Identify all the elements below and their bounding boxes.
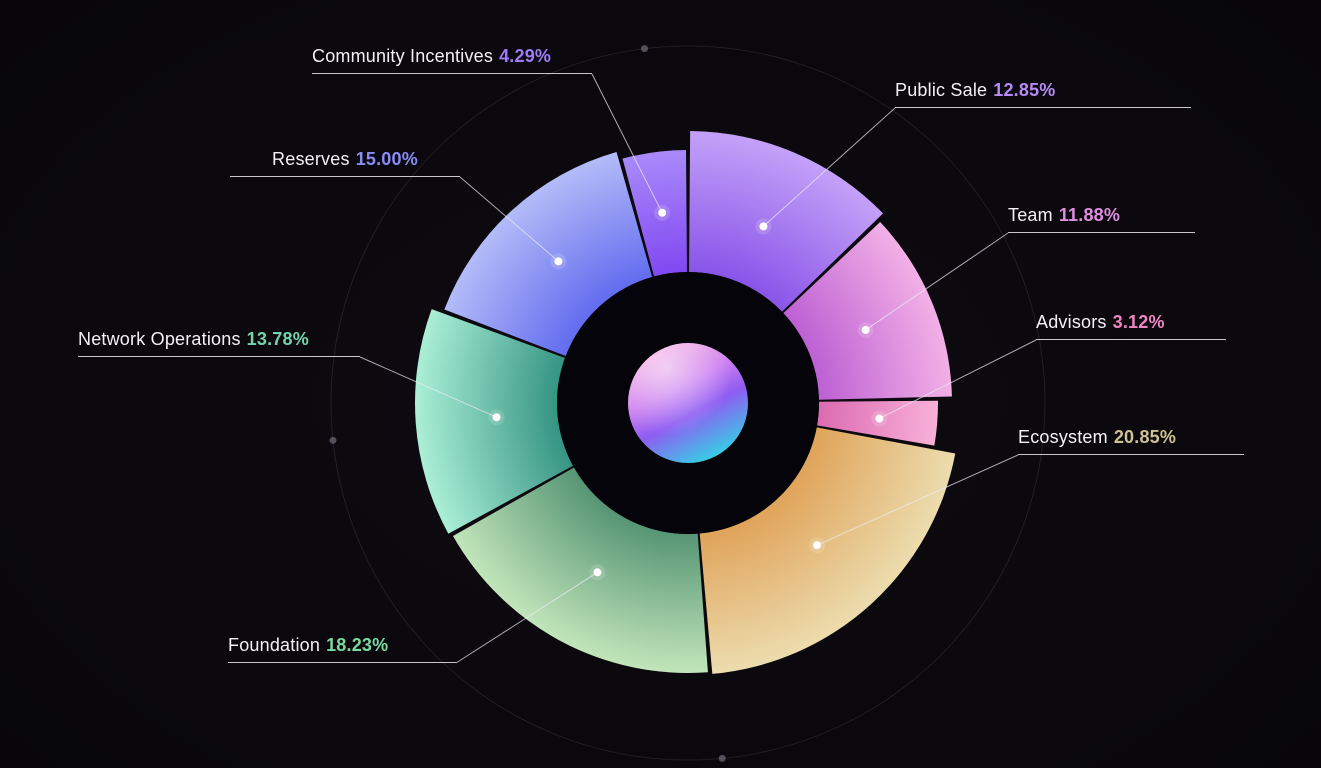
leader-line-public-sale: [763, 107, 896, 227]
label-text: Public Sale: [895, 80, 988, 100]
segment-foundation: [453, 467, 708, 673]
leader-dot-team: [861, 325, 870, 334]
chart-label-network-operations: Network Operations 13.78%: [78, 327, 360, 357]
segment-reserves: [444, 151, 653, 357]
segment-network-operations: [415, 309, 573, 534]
chart-label-foundation: Foundation 18.23%: [228, 633, 456, 663]
leader-dot-advisors: [875, 414, 884, 423]
leader-line-reserves: [459, 176, 559, 262]
label-percent: 18.23%: [326, 635, 389, 655]
label-percent: 12.85%: [993, 80, 1056, 100]
label-text: Foundation: [228, 635, 321, 655]
label-percent: 3.12%: [1112, 312, 1165, 332]
chart-label-community-incentives: Community Incentives 4.29%: [312, 44, 592, 74]
chart-label-advisors: Advisors 3.12%: [1036, 310, 1226, 340]
ring-dot: [329, 436, 337, 444]
leader-line-foundation: [455, 571, 598, 664]
chart-label-public-sale: Public Sale 12.85%: [895, 78, 1191, 108]
label-text: Advisors: [1036, 312, 1107, 332]
segment-ecosystem: [699, 427, 956, 674]
label-percent: 15.00%: [355, 149, 418, 169]
label-percent: 4.29%: [499, 46, 552, 66]
leader-dot-ecosystem: [813, 541, 821, 550]
label-text: Ecosystem: [1018, 427, 1108, 447]
leader-line-ecosystem: [816, 454, 1019, 546]
leader-line-team: [865, 232, 1009, 331]
leader-dot-reserves: [554, 257, 563, 266]
leader-dot-community-incentives: [658, 208, 667, 217]
outer-guide-ring: [330, 45, 1046, 761]
label-percent: 20.85%: [1113, 427, 1177, 447]
leader-dot-foundation: [593, 568, 602, 577]
segment-team: [783, 221, 952, 400]
leader-dot-network-operations: [492, 413, 501, 422]
label-percent: 13.78%: [246, 329, 309, 349]
segment-community-incentives: [622, 150, 687, 277]
segment-public-sale: [689, 131, 884, 312]
center-orb-highlight: [628, 343, 748, 463]
label-percent: 11.88%: [1058, 205, 1121, 225]
chart-label-ecosystem: Ecosystem 20.85%: [1018, 425, 1244, 455]
leader-dot-public-sale: [759, 222, 768, 231]
segment-advisors: [817, 400, 939, 446]
label-text: Community Incentives: [312, 46, 494, 66]
label-text: Reserves: [272, 149, 350, 169]
leader-line-advisors: [879, 339, 1037, 419]
ring-dot: [718, 754, 726, 762]
leader-line-network-operations: [359, 356, 497, 418]
chart-label-reserves: Reserves 15.00%: [230, 147, 460, 177]
ring-dot: [640, 45, 648, 53]
chart-label-team: Team 11.88%: [1008, 203, 1195, 233]
label-text: Team: [1008, 205, 1053, 225]
leader-line-community-incentives: [591, 73, 663, 213]
label-text: Network Operations: [78, 329, 241, 349]
